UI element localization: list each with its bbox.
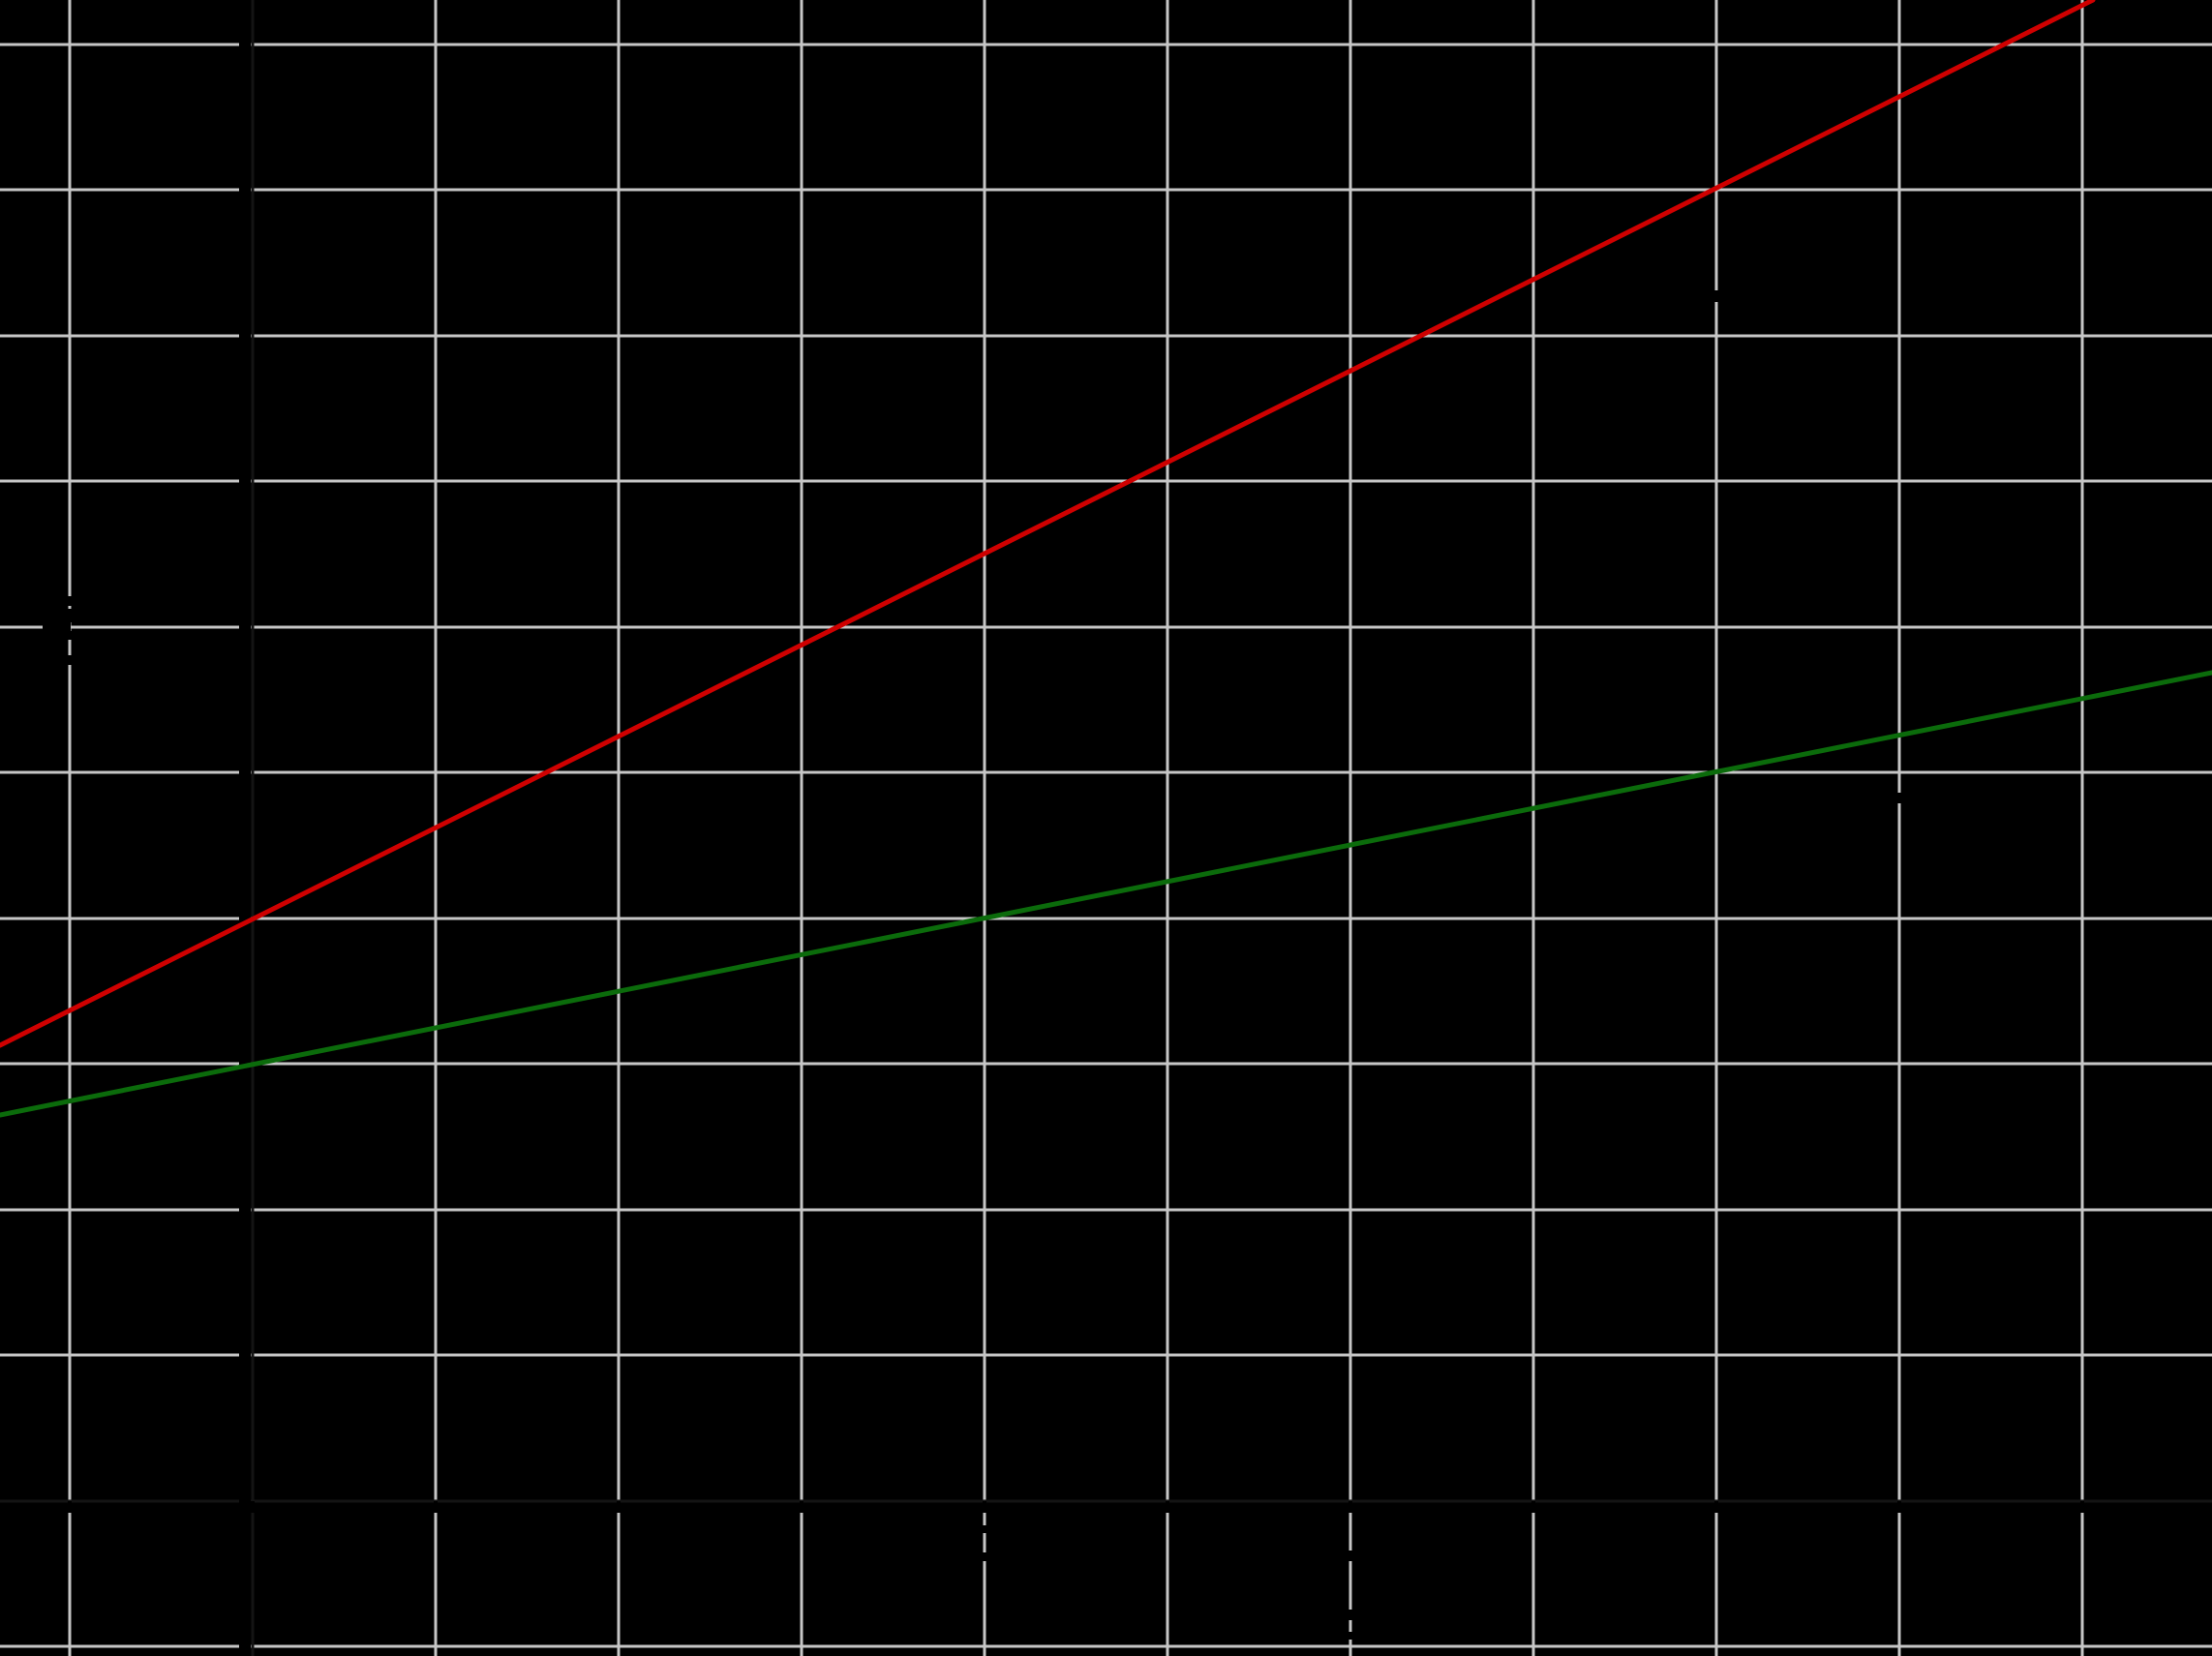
y-axis-tick [239,917,251,920]
label-fragment [979,1525,990,1533]
x-axis-tick [1897,1501,1901,1513]
label-fragment [1345,1610,1356,1620]
label-fragment [64,596,76,606]
x-axis-tick [617,1501,621,1513]
y-axis-tick [239,188,251,192]
y-axis-tick [239,1499,251,1503]
x-axis-tick [2080,1501,2084,1513]
y-axis-tick [239,479,251,483]
red-function-line[interactable] [0,0,2096,1048]
x-axis-tick [434,1501,438,1513]
y-axis-tick [239,625,251,629]
x-axis-tick [1531,1501,1535,1513]
label-fragment [1345,1632,1356,1640]
y-axis-tick [239,770,251,774]
label-fragment [64,609,76,622]
x-axis-tick [68,1501,72,1513]
label-fragment [43,622,71,631]
y-axis-tick [239,1208,251,1212]
green-function-line[interactable] [0,670,2212,1118]
label-fragment [64,655,76,665]
y-axis-tick [239,1353,251,1357]
label-fragment [1711,290,1722,302]
x-axis-tick [983,1501,986,1513]
y-axis-tick [239,43,251,46]
label-fragment [1894,793,1905,803]
y-axis-tick [239,334,251,338]
x-axis-tick [800,1501,803,1513]
label-fragment [64,631,76,640]
x-axis-tick [1166,1501,1169,1513]
y-axis-tick [239,1644,251,1648]
label-fragment [1345,1551,1356,1561]
x-axis-tick [1348,1501,1352,1513]
label-fragment [979,1552,990,1561]
x-axis-tick [251,1501,255,1513]
x-axis-tick [1714,1501,1718,1513]
